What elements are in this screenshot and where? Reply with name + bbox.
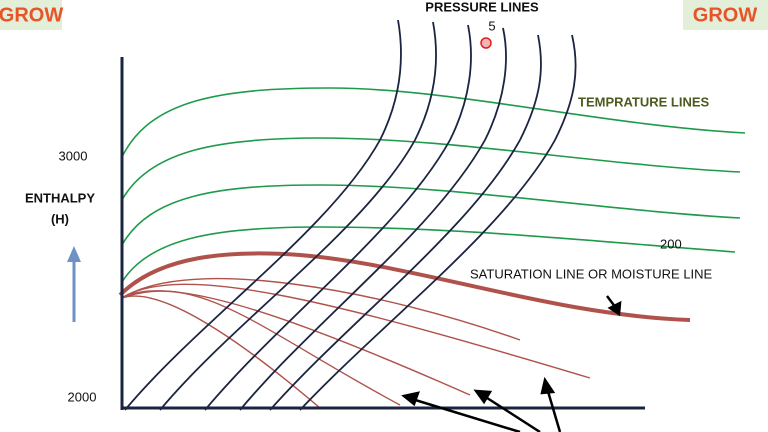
y-axis-label: ENTHALPY	[25, 190, 95, 205]
temperature-lines	[121, 87, 746, 283]
pressure-lines	[124, 19, 577, 411]
y-axis-label: (H)	[51, 211, 69, 226]
temperature-value: 200	[660, 236, 682, 251]
pressure-value: 5	[488, 18, 495, 33]
badge-bg	[0, 0, 62, 30]
badge: GROW	[0, 4, 63, 26]
pointer-dot	[480, 37, 492, 49]
temperature-label: TEMPRATURE LINES	[578, 94, 710, 109]
y-top-label: 3000	[59, 148, 88, 163]
badge-bg	[683, 0, 768, 30]
badge: GROW	[693, 4, 758, 26]
up-arrow-head	[67, 246, 81, 262]
pressure-label: PRESSURE LINES	[425, 0, 539, 14]
saturation-line	[118, 251, 691, 322]
arrows	[401, 295, 622, 432]
saturation-label: SATURATION LINE OR MOISTURE LINE	[470, 266, 713, 281]
y-bottom-label: 2000	[68, 389, 97, 404]
moisture-lines	[121, 277, 591, 409]
